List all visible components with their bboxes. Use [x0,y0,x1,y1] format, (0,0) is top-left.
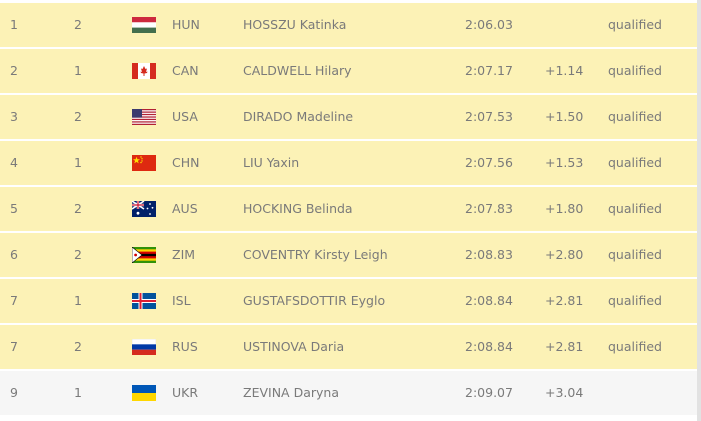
heat: 2 [74,247,82,262]
flag [132,155,156,171]
athlete: HOSSZU Katinka [243,17,347,32]
time: 2:07.56 [465,155,513,170]
time: 2:07.17 [465,63,513,78]
row: 4 1 CHN LIU Yaxin 2:07.56 +1.53 qualifie… [0,141,697,185]
country: RUS [172,339,198,354]
row: 1 2 HUN HOSSZU Katinka 2:06.03 qualified [0,3,697,47]
scrollbar [697,0,701,421]
heat: 2 [74,339,82,354]
country: AUS [172,201,198,216]
flag [132,293,156,309]
athlete: ZEVINA Daryna [243,385,339,400]
rank: 9 [10,385,18,400]
heat: 1 [74,63,82,78]
heat: 1 [74,293,82,308]
rank: 3 [10,109,18,124]
country: CHN [172,155,200,170]
rank: 6 [10,247,18,262]
flag [132,385,156,401]
time: 2:06.03 [465,17,513,32]
country: CAN [172,63,199,78]
heat: 2 [74,109,82,124]
athlete: HOCKING Belinda [243,201,353,216]
behind: +2.81 [545,293,584,308]
behind: +3.04 [545,385,584,400]
status: qualified [608,293,662,308]
heat: 1 [74,385,82,400]
flag [132,201,156,217]
status: qualified [608,155,662,170]
country: ZIM [172,247,196,262]
heat: 2 [74,17,82,32]
country: UKR [172,385,199,400]
behind: +1.50 [545,109,584,124]
athlete: GUSTAFSDOTTIR Eyglo [243,293,386,308]
time: 2:09.07 [465,385,513,400]
country: ISL [172,293,191,308]
time: 2:07.53 [465,109,513,124]
flag [132,339,156,355]
country: HUN [172,17,200,32]
status: qualified [608,17,662,32]
row: 2 1 CAN CALDWELL Hilary 2:07.17 +1.14 qu… [0,49,697,93]
status: qualified [608,339,662,354]
status: qualified [608,201,662,216]
heat: 1 [74,155,82,170]
heat: 2 [74,201,82,216]
behind: +1.53 [545,155,584,170]
athlete: COVENTRY Kirsty Leigh [243,247,388,262]
row: 9 1 UKR ZEVINA Daryna 2:09.07 +3.04 [0,371,697,415]
row: 7 2 RUS USTINOVA Daria 2:08.84 +2.81 qua… [0,325,697,369]
row: 6 2 ZIM COVENTRY Kirsty Leigh 2:08.83 +2… [0,233,697,277]
row: 3 2 USA DIRADO Madeline 2:07.53 +1.50 qu… [0,95,697,139]
athlete: CALDWELL Hilary [243,63,352,78]
behind: +2.80 [545,247,584,262]
athlete: DIRADO Madeline [243,109,354,124]
rank: 4 [10,155,18,170]
rank: 5 [10,201,18,216]
rank: 1 [10,17,18,32]
time: 2:08.83 [465,247,513,262]
behind: +1.80 [545,201,584,216]
flag [132,109,156,125]
flag [132,17,156,33]
status: qualified [608,109,662,124]
status: qualified [608,63,662,78]
behind: +1.14 [545,63,584,78]
flag [132,63,156,79]
status: qualified [608,247,662,262]
rank: 2 [10,63,18,78]
rank: 7 [10,339,18,354]
country: USA [172,109,198,124]
row: 5 2 AUS HOCKING Belinda 2:07.83 +1.80 qu… [0,187,697,231]
row: 7 1 ISL GUSTAFSDOTTIR Eyglo 2:08.84 +2.8… [0,279,697,323]
time: 2:08.84 [465,293,513,308]
behind: +2.81 [545,339,584,354]
athlete: LIU Yaxin [243,155,300,170]
rank: 7 [10,293,18,308]
flag [132,247,156,263]
athlete: USTINOVA Daria [243,339,345,354]
time: 2:07.83 [465,201,513,216]
time: 2:08.84 [465,339,513,354]
